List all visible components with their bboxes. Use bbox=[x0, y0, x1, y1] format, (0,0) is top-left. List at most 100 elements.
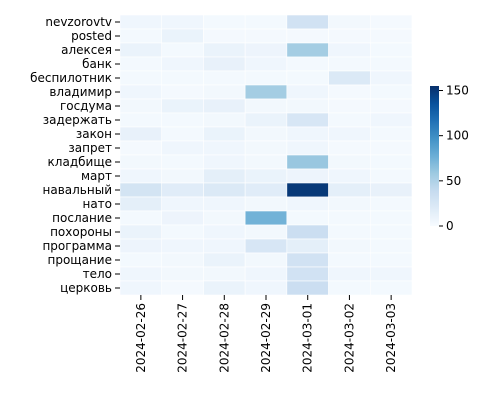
heatmap-cell bbox=[161, 56, 204, 72]
heatmap-cell bbox=[203, 280, 246, 296]
heatmap-cell bbox=[369, 210, 413, 226]
heatmap-cell bbox=[203, 154, 246, 170]
heatmap-cell bbox=[286, 210, 329, 226]
heatmap-cell bbox=[286, 154, 329, 170]
heatmap-cell bbox=[203, 84, 246, 100]
heatmap-cell bbox=[369, 56, 413, 72]
heatmap-cell bbox=[119, 28, 163, 44]
heatmap-cell bbox=[369, 280, 413, 296]
heatmap-cell bbox=[119, 154, 163, 170]
heatmap-cell bbox=[203, 140, 246, 156]
y-tick-label: послание bbox=[52, 211, 112, 225]
heatmap-cell bbox=[286, 84, 329, 100]
heatmap-cell bbox=[203, 98, 246, 114]
heatmap-cell bbox=[203, 70, 246, 86]
heatmap-cell bbox=[203, 238, 246, 254]
heatmap-cell bbox=[328, 140, 371, 156]
y-tick-label: тело bbox=[83, 267, 112, 281]
heatmap-cell bbox=[161, 154, 204, 170]
heatmap-cell bbox=[286, 28, 329, 44]
heatmap-cell bbox=[161, 210, 204, 226]
heatmap-cell bbox=[369, 14, 413, 30]
heatmap-cell bbox=[369, 126, 413, 142]
heatmap-cell bbox=[161, 238, 204, 254]
colorbar-tick-label: 50 bbox=[446, 174, 461, 188]
heatmap-cell bbox=[369, 182, 413, 198]
x-tick-label: 2024-02-28 bbox=[217, 303, 231, 373]
heatmap-cell bbox=[369, 168, 413, 184]
heatmap-cell bbox=[161, 28, 204, 44]
heatmap-cell bbox=[369, 98, 413, 114]
heatmap-cell bbox=[119, 42, 163, 58]
heatmap-cell bbox=[244, 14, 288, 30]
heatmap-cell bbox=[369, 196, 413, 212]
heatmap-cell bbox=[244, 196, 288, 212]
heatmap-cell bbox=[328, 182, 371, 198]
heatmap-cell bbox=[369, 224, 413, 240]
y-tick-label: церковь bbox=[60, 281, 112, 295]
heatmap-cell bbox=[286, 280, 329, 296]
x-tick-label: 2024-02-27 bbox=[176, 303, 190, 373]
heatmap-cell bbox=[286, 182, 329, 198]
heatmap-cell bbox=[369, 28, 413, 44]
heatmap-cell bbox=[203, 56, 246, 72]
x-tick-label: 2024-02-26 bbox=[134, 303, 148, 373]
heatmap-cell bbox=[119, 70, 163, 86]
heatmap-cell bbox=[203, 14, 246, 30]
heatmap-cell bbox=[244, 140, 288, 156]
heatmap-cell bbox=[369, 266, 413, 282]
heatmap-cell bbox=[119, 84, 163, 100]
y-tick-label: беспилотник bbox=[30, 71, 112, 85]
heatmap-cell bbox=[328, 70, 371, 86]
heatmap-cell bbox=[244, 252, 288, 268]
heatmap-cell bbox=[369, 112, 413, 128]
heatmap-cell bbox=[244, 224, 288, 240]
heatmap-cell bbox=[203, 210, 246, 226]
heatmap-cell bbox=[286, 238, 329, 254]
heatmap-cell bbox=[286, 56, 329, 72]
heatmap-cell bbox=[369, 238, 413, 254]
heatmap-cell bbox=[328, 168, 371, 184]
heatmap-cell bbox=[328, 28, 371, 44]
heatmap-cell bbox=[119, 238, 163, 254]
heatmap-cell bbox=[161, 224, 204, 240]
colorbar-tick-label: 150 bbox=[446, 84, 469, 98]
heatmap-cell bbox=[244, 98, 288, 114]
heatmap-cell bbox=[328, 98, 371, 114]
heatmap-cell bbox=[244, 42, 288, 58]
heatmap-cell bbox=[161, 168, 204, 184]
colorbar-tick-label: 0 bbox=[446, 219, 454, 233]
heatmap-cell bbox=[161, 14, 204, 30]
heatmap-cell bbox=[161, 196, 204, 212]
heatmap-cell bbox=[328, 42, 371, 58]
heatmap-cell bbox=[119, 126, 163, 142]
y-tick-label: nevzorovtv bbox=[45, 15, 112, 29]
heatmap-cell bbox=[244, 112, 288, 128]
heatmap-cell bbox=[328, 252, 371, 268]
heatmap-cell bbox=[161, 280, 204, 296]
heatmap-cell bbox=[286, 14, 329, 30]
heatmap-cell bbox=[286, 196, 329, 212]
heatmap-cell bbox=[244, 126, 288, 142]
heatmap-cell bbox=[244, 266, 288, 282]
y-tick-label: госдума bbox=[60, 99, 112, 113]
heatmap-cell bbox=[328, 14, 371, 30]
heatmap-cell bbox=[161, 182, 204, 198]
colorbar bbox=[430, 86, 439, 226]
heatmap-cell bbox=[244, 28, 288, 44]
heatmap-cell bbox=[203, 252, 246, 268]
x-tick-label: 2024-03-03 bbox=[384, 303, 398, 373]
heatmap-cell bbox=[161, 252, 204, 268]
y-tick-label: март bbox=[81, 169, 112, 183]
heatmap-cell bbox=[369, 42, 413, 58]
heatmap-cell bbox=[328, 224, 371, 240]
heatmap-cell bbox=[119, 168, 163, 184]
heatmap-cell bbox=[203, 112, 246, 128]
y-tick-label: posted bbox=[71, 29, 112, 43]
heatmap-cell bbox=[286, 126, 329, 142]
heatmap-cell bbox=[119, 182, 163, 198]
heatmap-cell bbox=[161, 266, 204, 282]
heatmap-cell bbox=[203, 182, 246, 198]
heatmap-cell bbox=[161, 112, 204, 128]
